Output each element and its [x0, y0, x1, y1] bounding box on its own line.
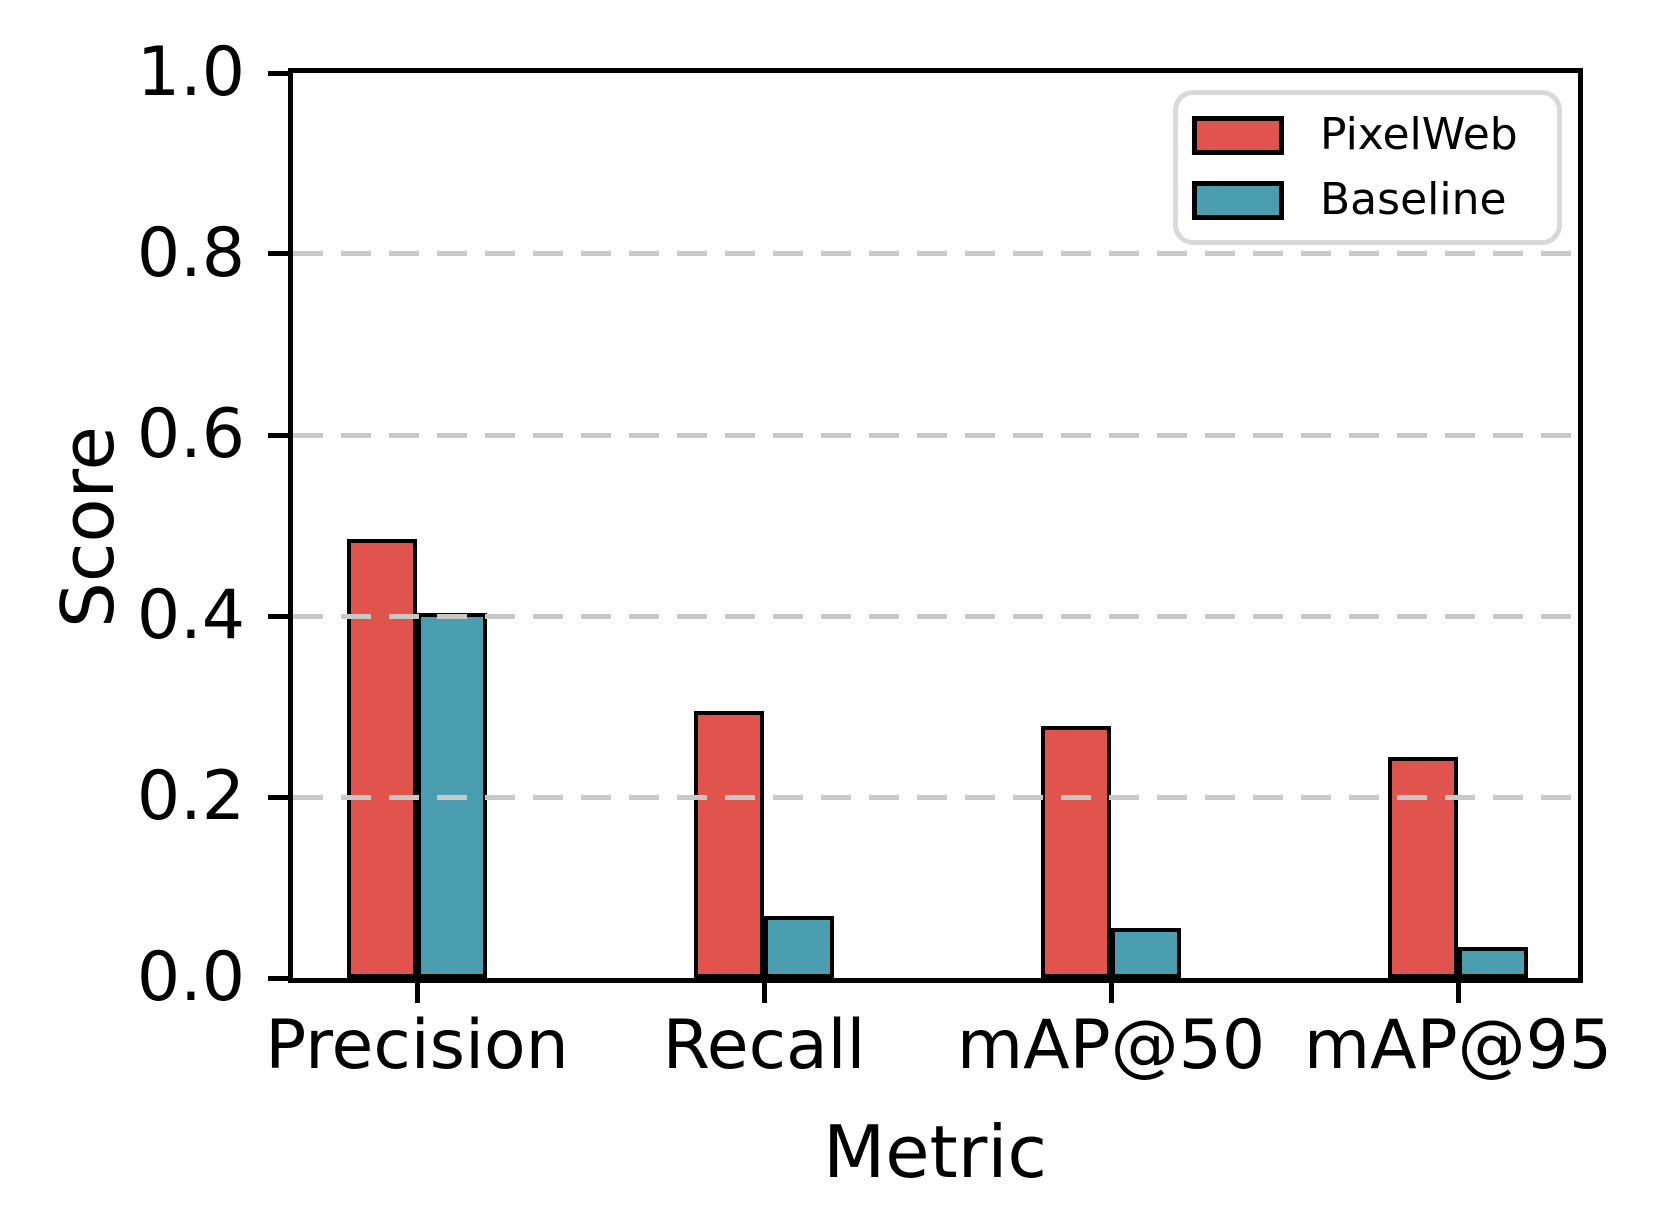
bar-pixelweb-map@95: [1388, 757, 1458, 978]
y-tick-0.6: [268, 433, 288, 438]
gridline-0.2: [293, 795, 1578, 800]
y-tick-label-1: 1.0: [136, 33, 245, 112]
x-tick-label-recall: Recall: [662, 1006, 866, 1085]
y-tick-0: [268, 976, 288, 981]
legend-swatch-baseline-icon: [1192, 180, 1284, 220]
y-tick-label-0: 0.0: [136, 938, 245, 1017]
legend: PixelWeb Baseline: [1173, 90, 1562, 245]
y-tick-0.2: [268, 795, 288, 800]
gridline-0.8: [293, 251, 1578, 256]
gridline-0.4: [293, 614, 1578, 619]
bar-pixelweb-recall: [694, 711, 764, 978]
legend-swatch-pixelweb-icon: [1192, 115, 1284, 155]
legend-item-pixelweb: PixelWeb: [1192, 110, 1557, 160]
legend-label-baseline: Baseline: [1320, 174, 1507, 225]
x-tick-recall: [762, 983, 767, 1003]
legend-label-pixelweb: PixelWeb: [1320, 109, 1518, 160]
y-tick-label-0.8: 0.8: [136, 214, 245, 293]
x-tick-map@50: [1109, 983, 1114, 1003]
plot-area: PixelWeb Baseline: [268, 68, 1583, 1003]
y-tick-0.8: [268, 251, 288, 256]
bar-baseline-recall: [764, 916, 834, 978]
x-tick-label-map@95: mAP@95: [1303, 1006, 1613, 1085]
x-tick-precision: [415, 983, 420, 1003]
y-tick-label-0.4: 0.4: [136, 576, 245, 655]
bar-baseline-map@50: [1111, 928, 1181, 978]
bar-baseline-map@95: [1458, 947, 1528, 978]
bar-pixelweb-map@50: [1041, 726, 1111, 978]
y-tick-label-0.2: 0.2: [136, 757, 245, 836]
y-tick-label-0.6: 0.6: [136, 395, 245, 474]
legend-item-baseline: Baseline: [1192, 175, 1557, 225]
y-tick-0.4: [268, 614, 288, 619]
x-tick-label-precision: Precision: [265, 1006, 569, 1085]
x-tick-map@95: [1456, 983, 1461, 1003]
bar-pixelweb-precision: [347, 539, 417, 978]
gridline-0.6: [293, 433, 1578, 438]
x-axis-title: Metric: [823, 1110, 1047, 1194]
x-tick-label-map@50: mAP@50: [956, 1006, 1266, 1085]
y-tick-1: [268, 71, 288, 76]
